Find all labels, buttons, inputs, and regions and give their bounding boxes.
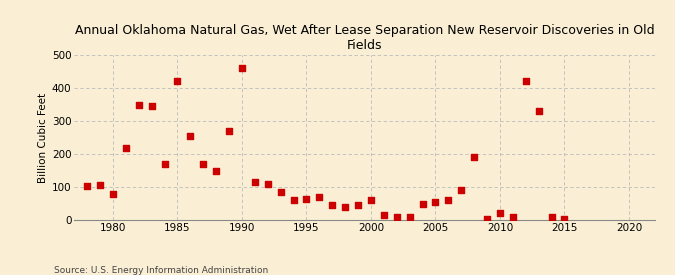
Point	[275, 190, 286, 194]
Point	[250, 180, 261, 184]
Title: Annual Oklahoma Natural Gas, Wet After Lease Separation New Reservoir Discoverie: Annual Oklahoma Natural Gas, Wet After L…	[75, 24, 654, 53]
Point	[508, 214, 518, 219]
Point	[223, 129, 234, 133]
Point	[211, 168, 221, 173]
Point	[159, 162, 170, 166]
Point	[95, 183, 105, 188]
Point	[392, 214, 402, 219]
Point	[198, 162, 209, 166]
Point	[301, 196, 312, 201]
Point	[185, 134, 196, 138]
Y-axis label: Billion Cubic Feet: Billion Cubic Feet	[38, 92, 48, 183]
Point	[340, 205, 350, 209]
Point	[468, 155, 479, 160]
Point	[120, 146, 131, 150]
Text: Source: U.S. Energy Information Administration: Source: U.S. Energy Information Administ…	[54, 266, 268, 275]
Point	[379, 213, 389, 217]
Point	[236, 66, 247, 70]
Point	[263, 182, 273, 186]
Point	[456, 188, 466, 192]
Point	[366, 198, 377, 202]
Point	[559, 217, 570, 221]
Point	[482, 217, 493, 222]
Point	[533, 109, 544, 113]
Point	[443, 198, 454, 202]
Point	[314, 195, 325, 199]
Point	[546, 214, 557, 219]
Point	[352, 203, 363, 207]
Point	[107, 191, 118, 196]
Point	[134, 102, 144, 107]
Point	[288, 198, 299, 202]
Point	[417, 201, 428, 206]
Point	[404, 214, 415, 219]
Point	[495, 211, 506, 216]
Point	[146, 104, 157, 108]
Point	[82, 184, 92, 188]
Point	[172, 79, 183, 84]
Point	[430, 200, 441, 204]
Point	[520, 79, 531, 84]
Point	[327, 203, 338, 207]
